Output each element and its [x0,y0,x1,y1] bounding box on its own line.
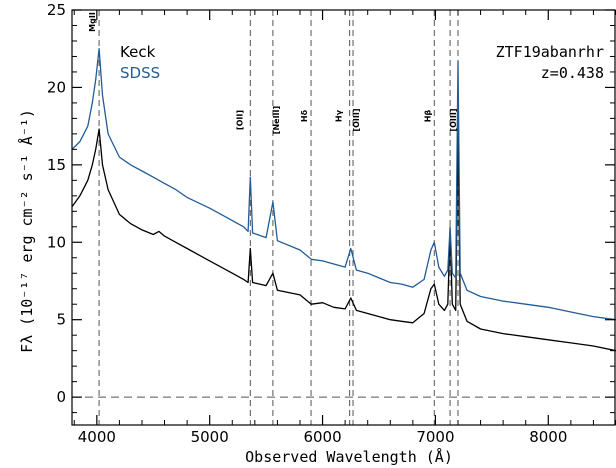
x-tick-label: 8000 [529,428,567,446]
x-tick-label: 6000 [303,428,341,446]
emission-line-label: [OIII] [449,108,458,131]
y-tick-label: 15 [47,156,66,174]
axes-layer [71,9,616,426]
labels-layer: MgII[OII] [NeIII] Hδ Hγ [OIII] Hβ [OIII]4000 50… [47,1,567,446]
emission-line-label: [OII] [235,110,244,130]
y-tick-label: 5 [56,311,66,329]
emission-line-label: MgII [88,12,97,32]
series-layer [71,48,616,352]
y-tick-label: 25 [47,1,66,19]
emission-line-label: Hγ [335,109,344,122]
y-tick-label: 10 [47,233,66,251]
redshift-annotation: z=0.438 [541,64,604,82]
spectrum-keck [71,125,616,352]
x-tick-label: 7000 [416,428,454,446]
emission-line-label: [NeIII] [272,106,281,134]
x-tick-label: 5000 [191,428,229,446]
legend-sdss: SDSS [120,64,160,82]
y-tick-label: 20 [47,78,66,96]
y-tick-label: 0 [56,388,66,406]
x-axis-label: Observed Wavelength (Å) [245,447,453,466]
line-markers-layer [72,10,616,425]
x-tick-label: 4000 [78,428,116,446]
plot-frame [71,9,616,426]
emission-line-label: Hβ [423,110,432,123]
y-axis-label: Fλ (10⁻¹⁷ erg cm⁻² s⁻¹ Å⁻¹) [17,109,36,353]
legend-keck: Keck [120,43,156,61]
emission-line-label: [OIII] [352,108,361,131]
emission-line-label: Hδ [300,109,309,122]
spectrum-sdss [71,48,616,321]
object-name-annotation: ZTF19abanrhr [496,43,604,61]
